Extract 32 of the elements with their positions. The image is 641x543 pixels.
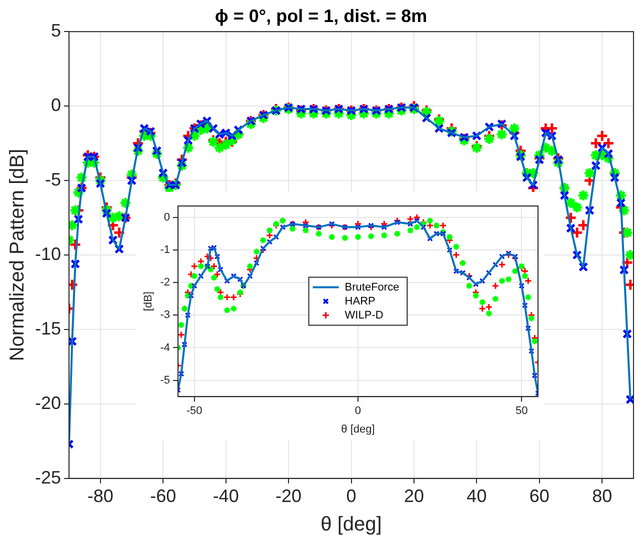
y-tick-label: -5 <box>160 374 170 386</box>
legend-label: WILP-D <box>344 309 384 322</box>
y-tick-label: -1 <box>160 244 170 256</box>
legend-label: BruteForce <box>344 281 400 294</box>
x-tick-label: -40 <box>212 486 239 506</box>
x-tick-label: 80 <box>592 486 612 506</box>
chart-title: ϕ = 0°, pol = 1, dist. = 8m <box>214 6 428 26</box>
y-axis-title: [dB] <box>142 292 155 312</box>
y-tick-label: -3 <box>160 309 170 322</box>
legend-label: HARP <box>344 295 376 308</box>
x-axis-title: θ [deg] <box>320 514 382 536</box>
x-tick-label: -60 <box>150 486 176 506</box>
y-tick-label: -5 <box>45 170 62 190</box>
x-tick-label: -50 <box>186 405 202 418</box>
x-tick-label: 40 <box>466 486 487 506</box>
y-tick-label: 0 <box>164 211 170 224</box>
x-tick-label: 50 <box>516 405 528 418</box>
x-tick-label: -20 <box>276 486 302 506</box>
x-tick-label: 60 <box>529 486 550 506</box>
x-tick-label: 0 <box>346 486 356 506</box>
y-tick-label: -10 <box>35 244 62 264</box>
y-axis-title: Normalized Pattern [dB] <box>6 148 29 362</box>
x-tick-label: 20 <box>404 486 424 506</box>
x-tick-label: 0 <box>354 405 362 418</box>
y-tick-label: -25 <box>35 467 62 488</box>
y-tick-label: 0 <box>51 95 62 116</box>
y-tick-label: -15 <box>35 318 62 338</box>
y-tick-label: -2 <box>160 276 170 289</box>
y-tick-label: 5 <box>51 20 62 41</box>
x-tick-label: -80 <box>87 486 114 506</box>
y-tick-label: -4 <box>160 342 170 354</box>
x-axis-title: θ [deg] <box>341 423 375 436</box>
